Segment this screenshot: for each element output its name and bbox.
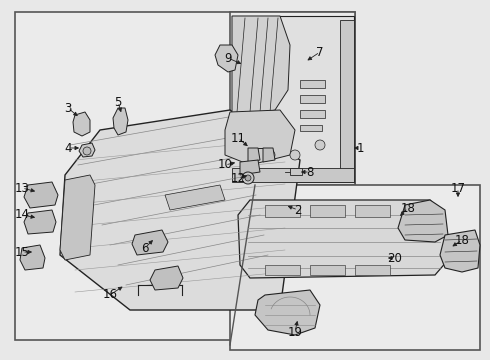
Bar [230, 12, 355, 185]
Polygon shape [355, 205, 390, 217]
Polygon shape [340, 20, 354, 175]
Polygon shape [238, 200, 448, 278]
Polygon shape [255, 290, 320, 335]
Polygon shape [355, 265, 390, 275]
Polygon shape [310, 205, 345, 217]
Text: 18: 18 [455, 234, 469, 247]
Text: 15: 15 [15, 246, 29, 258]
Text: 5: 5 [114, 95, 122, 108]
Text: 4: 4 [64, 141, 72, 154]
Polygon shape [265, 265, 300, 275]
Circle shape [242, 172, 254, 184]
Polygon shape [150, 266, 183, 290]
Text: 9: 9 [224, 51, 232, 64]
Bar [300, 125, 322, 131]
Text: 19: 19 [288, 325, 302, 338]
Polygon shape [73, 112, 90, 136]
Polygon shape [132, 230, 168, 255]
Text: 12: 12 [230, 171, 245, 184]
Text: 18: 18 [400, 202, 416, 215]
Text: 13: 13 [15, 181, 29, 194]
Polygon shape [165, 185, 225, 210]
Polygon shape [440, 230, 480, 272]
Bar [300, 95, 325, 103]
Polygon shape [60, 175, 95, 260]
Polygon shape [310, 265, 345, 275]
Text: 11: 11 [230, 131, 245, 144]
Polygon shape [113, 108, 128, 135]
Text: 14: 14 [15, 208, 29, 221]
Text: 3: 3 [64, 102, 72, 114]
Text: 8: 8 [306, 166, 314, 179]
Circle shape [290, 150, 300, 160]
Text: 20: 20 [388, 252, 402, 265]
Polygon shape [290, 168, 302, 175]
Polygon shape [215, 45, 238, 72]
Bar [300, 80, 325, 88]
Polygon shape [60, 110, 300, 310]
Polygon shape [24, 182, 58, 208]
Polygon shape [232, 16, 354, 182]
Polygon shape [240, 160, 260, 175]
Text: 2: 2 [294, 203, 302, 216]
Polygon shape [232, 16, 290, 115]
Polygon shape [232, 168, 354, 182]
Bar [230, 185, 480, 350]
Polygon shape [79, 143, 95, 157]
Bar [15, 12, 355, 340]
Polygon shape [263, 148, 275, 162]
Circle shape [315, 140, 325, 150]
Circle shape [265, 150, 275, 160]
Polygon shape [265, 205, 300, 217]
Polygon shape [24, 210, 56, 234]
Polygon shape [248, 148, 260, 162]
Bar [300, 110, 325, 118]
Polygon shape [398, 200, 448, 242]
Circle shape [83, 147, 91, 155]
Text: 6: 6 [141, 242, 149, 255]
Text: 16: 16 [102, 288, 118, 302]
Polygon shape [20, 245, 45, 270]
Text: 1: 1 [356, 141, 364, 154]
Text: 10: 10 [218, 158, 232, 171]
Text: 7: 7 [316, 45, 324, 58]
Polygon shape [225, 110, 295, 165]
Text: 17: 17 [450, 181, 465, 194]
Circle shape [245, 175, 251, 181]
